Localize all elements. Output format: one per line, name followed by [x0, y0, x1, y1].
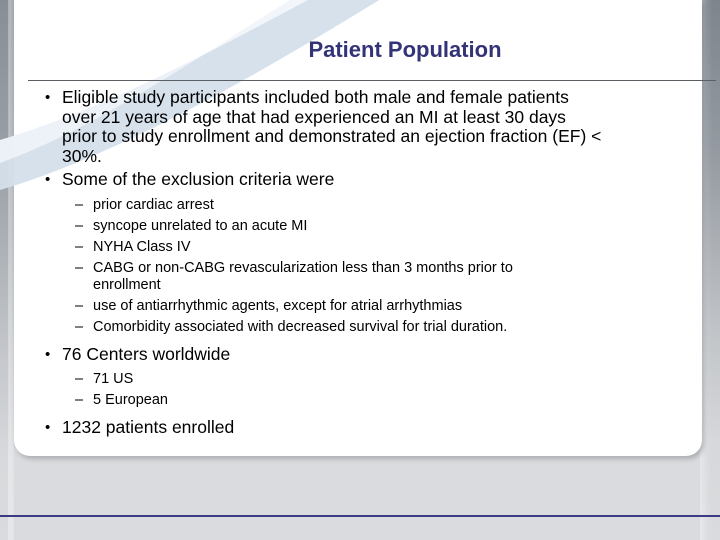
sub-bullet-text: CABG or non-CABG revascularization less … — [93, 259, 513, 293]
sub-bullet-item: – 71 US — [75, 371, 702, 388]
sub-bullet-text: syncope unrelated to an acute MI — [93, 217, 308, 234]
bullet-text: Some of the exclusion criteria were — [62, 169, 335, 189]
dash-icon: – — [75, 371, 84, 387]
right-gradient-strip — [700, 0, 720, 540]
bullet-item: • 1232 patients enrolled — [40, 417, 702, 438]
sub-bullet-text: NYHA Class IV — [93, 238, 191, 255]
bullet-text: Eligible study participants included bot… — [62, 87, 602, 166]
sub-bullet-list: – prior cardiac arrest – syncope unrelat… — [75, 197, 702, 336]
bullet-dot-icon: • — [45, 171, 51, 188]
left-gradient-strip — [0, 0, 14, 540]
sub-bullet-item: – 5 European — [75, 392, 702, 409]
footer-accent-line — [0, 515, 720, 517]
title-underline — [28, 80, 716, 81]
bullet-text: 76 Centers worldwide — [62, 343, 231, 364]
bullet-dot-icon: • — [45, 345, 51, 363]
sub-bullet-text: use of antiarrhythmic agents, except for… — [93, 297, 463, 314]
bullet-item: • 76 Centers worldwide — [40, 343, 702, 365]
slide-body: • Eligible study participants included b… — [40, 87, 702, 442]
bullet-dot-icon: • — [45, 89, 51, 106]
sub-bullet-text: Comorbidity associated with decreased su… — [93, 318, 508, 335]
sub-bullet-item: – NYHA Class IV — [75, 239, 702, 256]
sub-bullet-list: – 71 US – 5 European — [75, 371, 702, 409]
dash-icon: – — [75, 259, 84, 276]
sub-bullet-item: – use of antiarrhythmic agents, except f… — [75, 298, 702, 315]
sub-bullet-item: – Comorbidity associated with decreased … — [75, 319, 702, 336]
dash-icon: – — [75, 392, 84, 408]
sub-bullet-item: – syncope unrelated to an acute MI — [75, 218, 702, 235]
bullet-dot-icon: • — [45, 419, 51, 436]
dash-icon: – — [75, 297, 84, 314]
dash-icon: – — [75, 196, 84, 213]
sub-bullet-item: – CABG or non-CABG revascularization les… — [75, 260, 702, 294]
bullet-text: 1232 patients enrolled — [62, 417, 235, 437]
bullet-item: • Some of the exclusion criteria were — [40, 169, 702, 190]
sub-bullet-item: – prior cardiac arrest — [75, 197, 702, 214]
page-title: Patient Population — [308, 37, 502, 62]
sub-bullet-text: prior cardiac arrest — [93, 196, 214, 213]
bullet-item: • Eligible study participants included b… — [40, 87, 702, 166]
dash-icon: – — [75, 238, 84, 255]
sub-bullet-text: 5 European — [93, 392, 168, 408]
dash-icon: – — [75, 217, 84, 234]
sub-bullet-text: 71 US — [93, 371, 134, 387]
dash-icon: – — [75, 318, 84, 335]
